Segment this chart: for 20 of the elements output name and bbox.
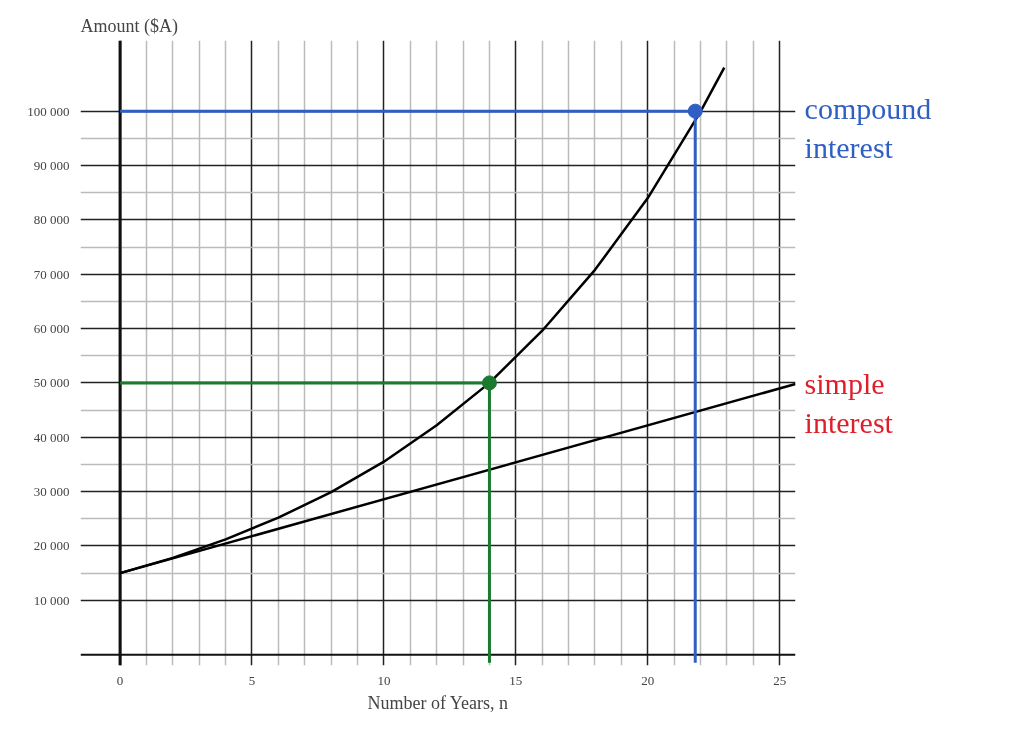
y-tick-label: 40 000 [33,429,70,445]
text: simple interest [804,366,894,440]
text: compound interest [804,91,932,165]
x-tick-label: 10 [377,672,391,688]
x-tick-label: 5 [248,672,256,688]
y-tick-label: 50 000 [33,375,70,391]
y-tick-label: 30 000 [33,484,70,500]
x-axis-title: Number of Years, n [367,692,508,713]
y-tick-label: 10 000 [33,592,70,608]
x-tick-label: 15 [509,672,523,688]
x-tick-label: 20 [641,672,655,688]
y-tick-label: 20 000 [33,538,70,554]
y-tick-label: 70 000 [33,266,70,282]
x-tick-label: 25 [773,672,787,688]
y-tick-label: 80 000 [33,212,70,228]
y-tick-label: 60 000 [33,321,70,337]
y-tick-label: 90 000 [33,158,70,173]
y-axis-title: Amount ($A) [80,15,178,37]
y-tick-label: 100 000 [27,103,70,119]
x-tick-label: 0 [116,672,124,688]
